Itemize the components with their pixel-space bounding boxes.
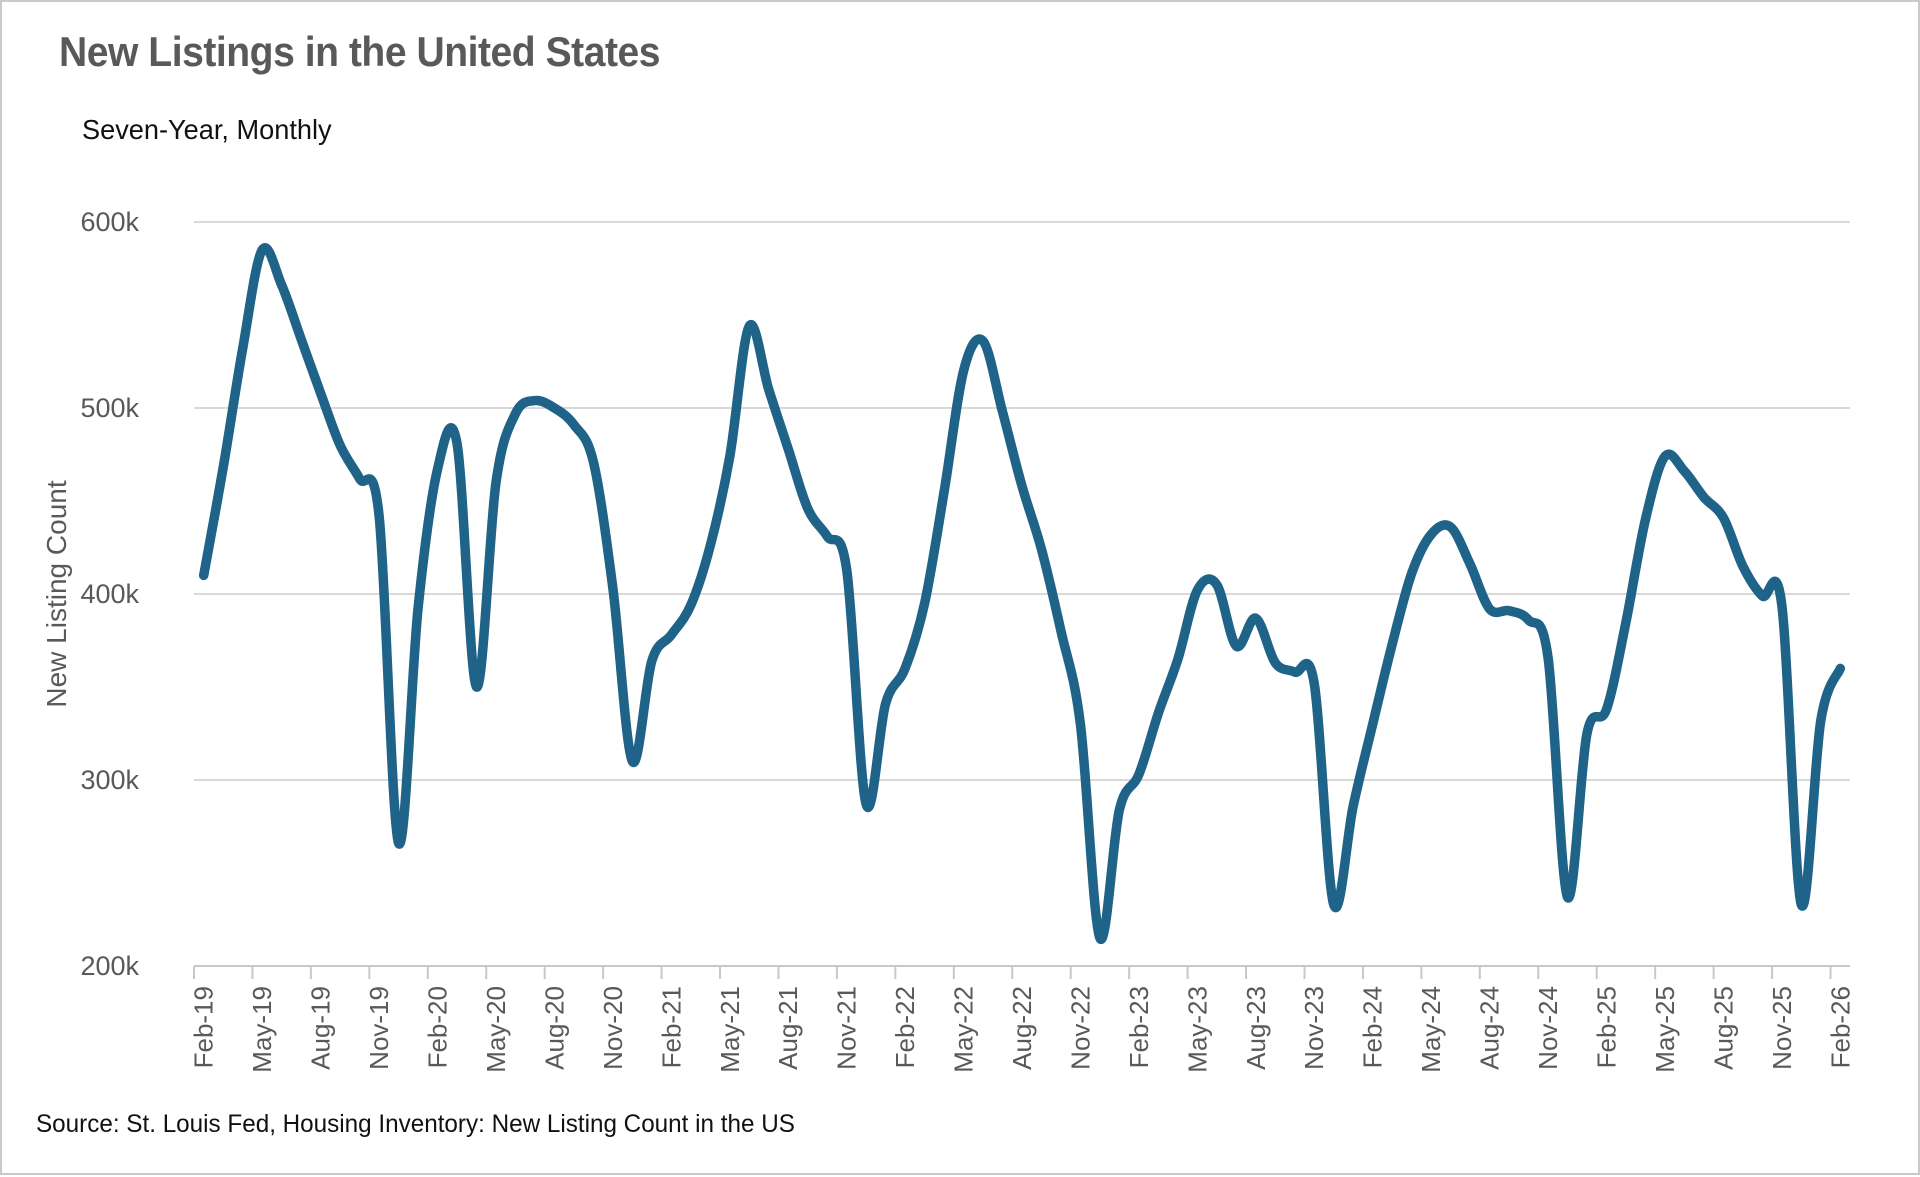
y-tick-label: 300k bbox=[80, 765, 139, 795]
x-tick-label: May-21 bbox=[715, 986, 745, 1073]
x-tick-label: Feb-24 bbox=[1358, 986, 1388, 1068]
x-tick-label: Nov-23 bbox=[1299, 986, 1329, 1070]
y-tick-label: 600k bbox=[80, 207, 139, 237]
source-note: Source: St. Louis Fed, Housing Inventory… bbox=[36, 1110, 795, 1139]
x-tick-label: Feb-21 bbox=[656, 986, 686, 1068]
x-tick-label: Aug-21 bbox=[773, 986, 803, 1070]
x-tick-label: Feb-20 bbox=[423, 986, 453, 1068]
x-tick-label: Feb-22 bbox=[890, 986, 920, 1068]
x-tick-label: Aug-19 bbox=[306, 986, 336, 1070]
y-tick-label: 200k bbox=[80, 951, 139, 981]
x-tick-label: Nov-21 bbox=[832, 986, 862, 1070]
x-tick-label: May-19 bbox=[247, 986, 277, 1073]
x-tick-label: Nov-25 bbox=[1767, 986, 1797, 1070]
x-tick-label: Aug-20 bbox=[539, 986, 569, 1070]
x-tick-label: Feb-23 bbox=[1124, 986, 1154, 1068]
x-tick-label: May-25 bbox=[1650, 986, 1680, 1073]
x-tick-label: May-20 bbox=[481, 986, 511, 1073]
x-tick-label: Aug-22 bbox=[1007, 986, 1037, 1070]
x-tick-label: Nov-22 bbox=[1065, 986, 1095, 1070]
x-tick-label: May-24 bbox=[1416, 986, 1446, 1073]
x-tick-label: Feb-26 bbox=[1825, 986, 1855, 1068]
x-tick-label: Nov-19 bbox=[364, 986, 394, 1070]
y-tick-label: 500k bbox=[80, 393, 139, 423]
x-tick-label: Aug-23 bbox=[1241, 986, 1271, 1070]
y-axis-title: New Listing Count bbox=[41, 480, 72, 707]
x-tick-label: Aug-25 bbox=[1708, 986, 1738, 1070]
x-tick-label: Nov-20 bbox=[598, 986, 628, 1070]
x-tick-label: Aug-24 bbox=[1475, 986, 1505, 1070]
x-tick-label: May-22 bbox=[949, 986, 979, 1073]
x-tick-label: Feb-25 bbox=[1591, 986, 1621, 1068]
y-tick-label: 400k bbox=[80, 579, 139, 609]
x-tick-label: Feb-19 bbox=[189, 986, 219, 1068]
x-tick-label: May-23 bbox=[1182, 986, 1212, 1073]
x-tick-label: Nov-24 bbox=[1533, 986, 1563, 1070]
